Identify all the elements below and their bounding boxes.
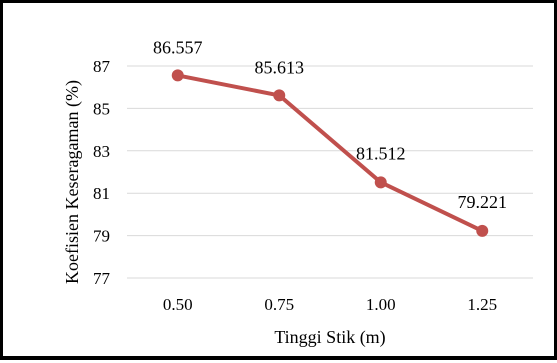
gridlines [127,65,533,279]
y-tick-87: 87 [93,57,111,76]
line-chart: 77 79 81 83 85 87 0.50 0.75 1.00 1.25 86.557 85.6… [62,37,533,348]
data-label-1.25: 79.221 [458,192,508,212]
point-1.00 [374,176,387,189]
data-labels: 86.557 85.613 81.512 79.221 [153,37,507,212]
x-tick-0.50: 0.50 [163,295,193,314]
point-0.50 [171,69,184,82]
point-0.75 [273,89,286,102]
y-tick-labels: 77 79 81 83 85 87 [93,57,111,288]
point-1.25 [476,224,489,237]
x-tick-1.00: 1.00 [366,295,396,314]
x-tick-1.25: 1.25 [467,295,497,314]
y-tick-77: 77 [93,269,111,288]
y-tick-81: 81 [93,184,110,203]
series-line [171,69,489,237]
y-tick-85: 85 [93,99,110,118]
series-0-line [175,73,485,233]
y-axis-title: Koefisien Keseragaman (%) [62,80,83,284]
data-label-0.75: 85.613 [255,57,305,77]
y-tick-79: 79 [93,227,110,246]
x-axis-title: Tinggi Stik (m) [274,327,385,348]
x-tick-labels: 0.50 0.75 1.00 1.25 [163,295,497,314]
x-tick-0.75: 0.75 [264,295,294,314]
y-tick-83: 83 [93,142,110,161]
data-label-0.50: 86.557 [153,37,203,57]
data-label-1.00: 81.512 [356,143,406,163]
